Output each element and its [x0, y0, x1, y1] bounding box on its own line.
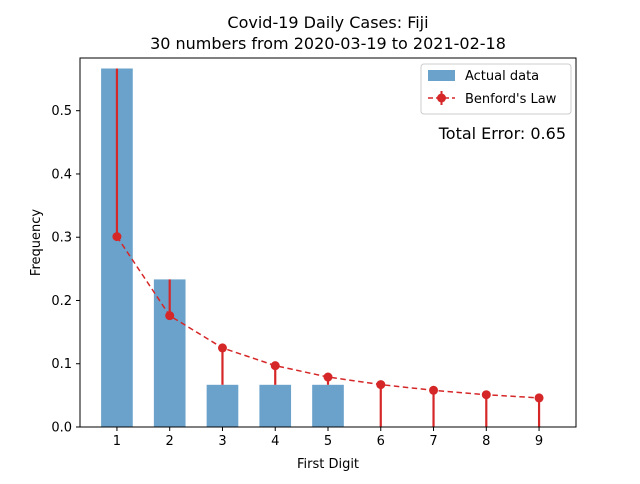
benford-line [116, 236, 540, 399]
chart-title-line2: 30 numbers from 2020-03-19 to 2021-02-18 [150, 34, 506, 53]
y-tick-label-4: 0.4 [51, 167, 72, 182]
x-tick-label-3: 3 [218, 434, 226, 449]
x-tick-label-7: 7 [429, 434, 437, 449]
benford-point-digit-1 [112, 232, 122, 242]
x-axis-ticks: 1 2 3 4 5 6 7 8 9 [113, 427, 543, 449]
bar-digit-3 [206, 384, 239, 427]
benford-point-digit-7 [429, 385, 439, 395]
x-tick-label-1: 1 [113, 434, 121, 449]
legend-frame [420, 63, 572, 115]
benford-point-digit-5 [323, 372, 333, 382]
x-tick-label-2: 2 [166, 434, 174, 449]
legend-swatch-actual [428, 70, 455, 81]
y-tick-label-3: 0.3 [51, 231, 72, 246]
y-tick-label-0: 0.0 [51, 421, 72, 436]
legend-swatch-benford-marker [437, 93, 446, 103]
benford-point-digit-3 [217, 343, 227, 353]
bar-series [101, 68, 344, 428]
legend: Actual data Benford's Law [420, 63, 572, 115]
chart-title-line1: Covid-19 Daily Cases: Fiji [227, 13, 428, 32]
bar-digit-5 [312, 384, 344, 427]
benford-point-digit-8 [481, 390, 491, 400]
benford-line-series [112, 232, 544, 403]
x-tick-label-4: 4 [271, 434, 279, 449]
benford-point-digit-6 [376, 380, 386, 390]
x-tick-label-9: 9 [535, 434, 543, 449]
y-tick-label-5: 0.5 [51, 104, 72, 119]
x-tick-label-6: 6 [377, 434, 385, 449]
total-error-annotation: Total Error: 0.65 [438, 124, 566, 143]
y-axis-label: Frequency [29, 209, 44, 276]
legend-label-actual: Actual data [465, 69, 539, 84]
y-tick-label-2: 0.2 [51, 294, 72, 309]
benford-point-digit-2 [165, 311, 175, 321]
x-tick-label-8: 8 [482, 434, 490, 449]
x-tick-label-5: 5 [324, 434, 332, 449]
bar-digit-4 [259, 384, 292, 427]
benford-point-digit-9 [534, 393, 544, 403]
x-axis-label: First Digit [297, 457, 359, 472]
y-tick-label-1: 0.1 [51, 357, 72, 372]
benford-point-digit-4 [270, 361, 280, 371]
y-axis-ticks: 0.0 0.1 0.2 0.3 0.4 0.5 [51, 104, 80, 436]
legend-label-benford: Benford's Law [465, 92, 557, 107]
